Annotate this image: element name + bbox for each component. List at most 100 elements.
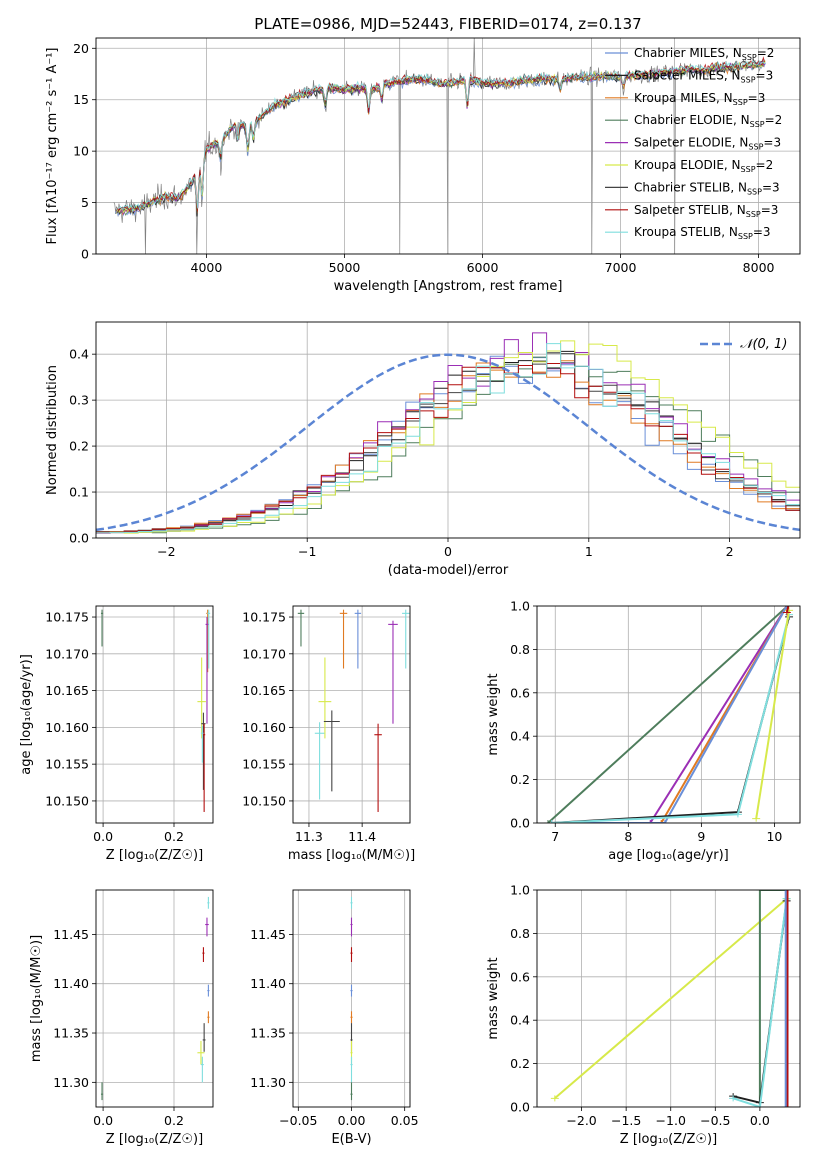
weight-marker-kroupa-stelib bbox=[547, 820, 556, 823]
y-tick-label: 0.8 bbox=[510, 926, 530, 941]
x-tick-label: 0.0 bbox=[93, 1113, 113, 1128]
errorbar-point-kroupa-stelib bbox=[200, 1056, 204, 1083]
y-tick-label: 11.35 bbox=[53, 1026, 89, 1041]
x-axis-label: Z [log₁₀(Z/Z☉)] bbox=[106, 1132, 203, 1147]
x-axis-label: age [log₁₀(age/yr)] bbox=[608, 848, 729, 863]
errorbar-point-kroupa-elodie bbox=[197, 657, 206, 739]
errorbar-point-salpeter-elodie bbox=[350, 917, 353, 937]
weight-line-kroupa-elodie bbox=[755, 610, 790, 819]
x-tick-label: 10 bbox=[766, 829, 782, 844]
plot-area bbox=[293, 606, 410, 823]
x-axis-label: Z [log₁₀(Z/Z☉)] bbox=[106, 848, 203, 863]
errorbar-point-salpeter-stelib bbox=[202, 947, 205, 963]
legend-entry: Chabrier ELODIE, NSSP=2 bbox=[634, 113, 782, 129]
errorbar-point-salpeter-stelib bbox=[203, 723, 206, 812]
weight-marker-chabrier-elodie bbox=[755, 890, 764, 893]
y-tick-label: 11.35 bbox=[250, 1026, 286, 1041]
y-tick-label: 0.3 bbox=[69, 393, 89, 408]
errorbar-point-kroupa-stelib bbox=[207, 609, 211, 669]
weight-marker-chabrier-elodie bbox=[543, 820, 552, 823]
y-tick-label: 11.30 bbox=[250, 1075, 286, 1090]
panel-mass-vs-EBV: −0.05 0.00 0.05 11.30 11.35 11.40 11.45 E(B-V) bbox=[250, 889, 419, 1147]
legend-entry: Kroupa ELODIE, NSSP=2 bbox=[634, 158, 773, 174]
weight-line-chabrier-miles bbox=[551, 606, 788, 823]
errorbar-point-chabrier-elodie bbox=[100, 1082, 104, 1101]
x-tick-label: 6000 bbox=[467, 260, 499, 275]
x-tick-label: 0.05 bbox=[391, 1113, 419, 1128]
y-tick-label: 10.160 bbox=[242, 720, 286, 735]
legend-entry: Chabrier MILES, NSSP=2 bbox=[634, 46, 774, 62]
weight-line-chabrier-elodie bbox=[547, 606, 789, 823]
model-spectrum-kroupa-stelib bbox=[117, 60, 766, 213]
y-tick-label: 0.4 bbox=[69, 347, 89, 362]
x-tick-label: 7 bbox=[551, 829, 559, 844]
y-axis-label: mass weight bbox=[486, 957, 501, 1039]
errorbar-point-kroupa-stelib bbox=[350, 896, 353, 909]
errorbar-point-chabrier-stelib bbox=[201, 712, 206, 790]
y-tick-label: 0.8 bbox=[510, 642, 530, 657]
panel-age-vs-Z: 0.0 0.2 10.150 10.155 10.160 10.165 10.170 10.1… bbox=[19, 605, 214, 863]
errorbar-point-kroupa-stelib bbox=[314, 722, 325, 800]
errorbar-point-salpeter-elodie bbox=[388, 620, 398, 724]
weight-marker-kroupa-stelib bbox=[755, 1104, 764, 1107]
y-tick-label: 0 bbox=[81, 247, 89, 262]
x-tick-label: 11.4 bbox=[348, 829, 376, 844]
errorbar-point-salpeter-elodie bbox=[205, 917, 209, 937]
y-tick-label: 10.155 bbox=[45, 757, 89, 772]
y-tick-label: 0.6 bbox=[510, 685, 530, 700]
y-tick-label: 0.0 bbox=[69, 531, 89, 546]
x-tick-label: 2 bbox=[726, 544, 734, 559]
x-tick-label: −0.5 bbox=[700, 1113, 730, 1128]
y-tick-label: 0.2 bbox=[69, 439, 89, 454]
plot-area bbox=[96, 890, 213, 1107]
weight-marker-kroupa-elodie bbox=[752, 815, 761, 822]
y-tick-label: 11.40 bbox=[250, 976, 286, 991]
x-tick-label: 0.0 bbox=[750, 1113, 770, 1128]
weight-marker-kroupa-elodie bbox=[550, 1095, 559, 1102]
legend-entry: Salpeter STELIB, NSSP=3 bbox=[634, 203, 778, 219]
axes-frame bbox=[292, 605, 411, 824]
y-tick-label: 0.1 bbox=[69, 485, 89, 500]
axes-frame bbox=[536, 889, 801, 1108]
weight-line-chabrier-elodie bbox=[758, 890, 787, 1107]
x-tick-label: 0 bbox=[444, 544, 452, 559]
y-tick-label: 10.175 bbox=[242, 610, 286, 625]
x-axis-label: mass [log₁₀(M/M☉)] bbox=[288, 848, 415, 863]
legend-entry: Salpeter ELODIE, NSSP=3 bbox=[634, 136, 781, 152]
panel-mass-vs-Z: 0.0 0.2 11.30 11.35 11.40 11.45 Z [log₁₀(Z/Z☉)… bbox=[29, 889, 214, 1147]
weight-marker-chabrier-miles bbox=[781, 890, 790, 893]
weight-marker-salpeter-stelib bbox=[784, 606, 793, 609]
y-tick-label: 10.175 bbox=[45, 610, 89, 625]
x-axis-label: wavelength [Angstrom, rest frame] bbox=[334, 279, 563, 294]
y-tick-label: 1.0 bbox=[510, 599, 530, 614]
y-tick-label: 0.4 bbox=[510, 1013, 530, 1028]
y-tick-label: 10.150 bbox=[45, 793, 89, 808]
y-axis-label: Flux [fλ10⁻¹⁷ erg cm⁻² s⁻¹ A⁻¹] bbox=[45, 48, 60, 245]
y-tick-label: 10 bbox=[73, 144, 89, 159]
panel-mass-weight-vs-age: 7 8 9 10 0.0 0.2 0.4 0.6 0.8 1.0 age [log₁₀(age/yr… bbox=[486, 599, 801, 863]
x-tick-label: 0.2 bbox=[164, 829, 184, 844]
x-tick-label: −1.5 bbox=[611, 1113, 641, 1128]
y-axis-label: mass weight bbox=[486, 673, 501, 755]
weight-marker-salpeter-stelib bbox=[782, 609, 791, 616]
weight-marker-kroupa-stelib bbox=[729, 1095, 738, 1102]
x-axis-label: (data-model)/error bbox=[388, 563, 509, 578]
x-tick-label: 0.00 bbox=[338, 1113, 366, 1128]
errorbar-point-kroupa-stelib bbox=[200, 725, 204, 763]
y-tick-label: 10.150 bbox=[242, 793, 286, 808]
legend-entry: Kroupa STELIB, NSSP=3 bbox=[634, 225, 771, 241]
errorbar-point-chabrier-stelib bbox=[323, 710, 340, 792]
errorbar-point-kroupa-miles bbox=[339, 609, 348, 669]
panel-spectrum: 4000 5000 6000 7000 8000 0 5 10 15 20 Chabrier MIL… bbox=[45, 37, 801, 294]
errorbar-point-chabrier-miles bbox=[354, 609, 362, 669]
x-tick-label: 7000 bbox=[605, 260, 637, 275]
panel-age-vs-mass: 11.3 11.4 10.150 10.155 10.160 10.165 10.170 10… bbox=[242, 605, 415, 863]
plot-area bbox=[293, 890, 410, 1107]
y-tick-label: 0.6 bbox=[510, 969, 530, 984]
x-tick-label: 4000 bbox=[191, 260, 223, 275]
x-tick-label: 0.0 bbox=[93, 829, 113, 844]
axes-frame bbox=[95, 605, 214, 824]
y-tick-label: 10.160 bbox=[45, 720, 89, 735]
y-tick-label: 1.0 bbox=[510, 883, 530, 898]
